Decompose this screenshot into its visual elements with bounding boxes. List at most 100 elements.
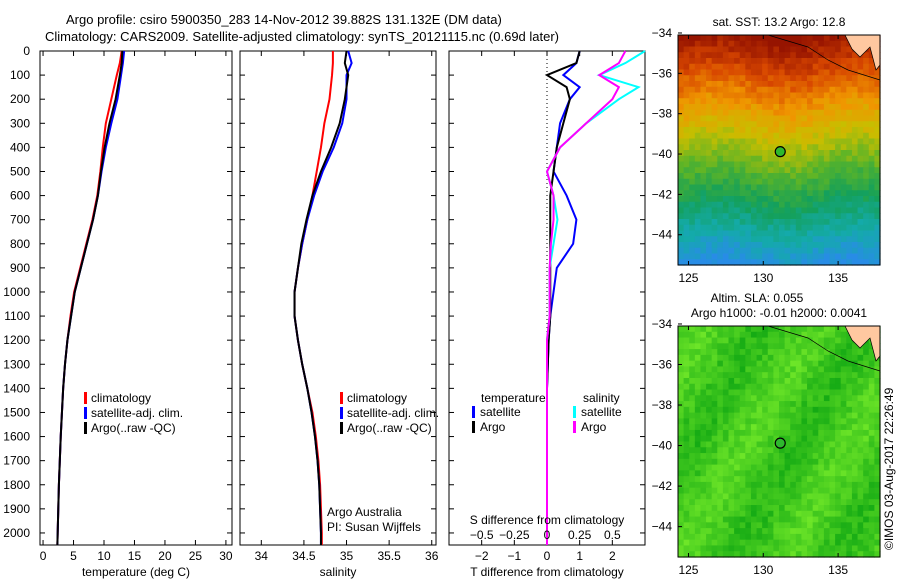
sla-cell <box>840 522 847 529</box>
sst-cell <box>722 201 730 209</box>
sla-cell <box>863 458 870 466</box>
sst-cell <box>734 253 741 260</box>
sla-cell <box>851 487 859 495</box>
sla-cell <box>728 418 735 425</box>
temp-xtick-label: 0 <box>40 549 47 563</box>
sla-cell <box>795 464 803 471</box>
sla-cell <box>745 533 752 541</box>
sla-cell <box>762 510 769 518</box>
sst-cell <box>767 121 774 128</box>
sst-cell <box>784 92 791 99</box>
sla-cell <box>694 360 702 368</box>
sst-cell <box>773 69 780 76</box>
sst-cell <box>835 121 842 128</box>
sla-cell <box>807 453 814 460</box>
sst-cell <box>784 161 791 168</box>
sst-cell <box>857 69 864 76</box>
sst-cell <box>795 52 803 59</box>
sst-cell <box>863 219 870 226</box>
sla-cell <box>840 499 847 506</box>
sla-cell <box>784 354 791 362</box>
sla-cell <box>874 447 881 454</box>
sal-xtick-label: 34 <box>255 549 269 563</box>
sst-cell <box>678 58 685 65</box>
sst-cell <box>829 242 836 249</box>
sla-cell <box>790 412 797 419</box>
sst-map-frame <box>677 34 881 266</box>
sst-cell <box>694 207 702 214</box>
sla-cell <box>728 533 735 541</box>
sla-cell <box>851 401 859 408</box>
sst-cell <box>829 92 836 99</box>
sst-cell <box>835 201 842 209</box>
sla-cell <box>750 539 758 547</box>
sst-cell <box>706 92 713 99</box>
sst-cell <box>722 236 730 243</box>
sst-cell <box>790 259 797 266</box>
sla-cell <box>756 331 763 339</box>
sst-cell <box>818 173 825 180</box>
sst-cell <box>689 230 696 237</box>
sst-cell <box>756 35 763 42</box>
sst-cell <box>734 104 741 111</box>
sst-cell <box>694 63 702 71</box>
sla-cell <box>711 499 718 506</box>
sla-cell <box>812 372 819 379</box>
sla-cell <box>784 395 791 402</box>
sst-cell <box>812 52 819 59</box>
sst-cell <box>846 69 853 76</box>
depth-tick-label: 500 <box>10 164 30 178</box>
sla-cell <box>683 539 690 547</box>
sst-cell <box>739 104 746 111</box>
sst-cell <box>739 207 746 214</box>
sla-cell <box>767 505 774 512</box>
sst-cell <box>700 86 707 94</box>
sla-cell <box>863 412 870 419</box>
sst-cell <box>767 207 774 214</box>
sst-cell <box>706 253 713 260</box>
sla-cell <box>750 481 758 489</box>
sst-cell <box>829 173 836 180</box>
sst-cell <box>779 224 786 232</box>
sla-cell <box>683 458 690 466</box>
sla-cell <box>773 510 780 518</box>
sst-cell <box>818 69 825 76</box>
sla-cell <box>773 331 780 339</box>
sla-cell <box>728 429 735 437</box>
sla-cell <box>823 412 831 419</box>
sst-cell <box>683 58 690 65</box>
sla-cell <box>734 326 741 333</box>
sst-cell <box>846 58 853 65</box>
sst-cell <box>717 109 724 117</box>
sla-cell <box>683 464 690 471</box>
sst-cell <box>700 259 707 266</box>
sst-cell <box>818 98 825 105</box>
sst-cell <box>700 92 707 99</box>
sst-cell <box>818 132 825 140</box>
sst-cell <box>829 115 836 122</box>
sla-cell <box>779 401 786 408</box>
sst-cell <box>711 127 718 134</box>
sla-cell <box>717 528 724 535</box>
sla-cell <box>807 377 814 385</box>
sst-cell <box>706 115 713 122</box>
sst-cell <box>700 173 707 180</box>
sla-cell <box>694 383 702 391</box>
sla-cell <box>739 406 746 414</box>
sla-cell <box>694 533 702 541</box>
sla-cell <box>863 418 870 425</box>
sst-cell <box>801 161 808 168</box>
sla-cell <box>689 343 696 350</box>
sla-cell <box>750 360 758 368</box>
sst-cell <box>706 98 713 105</box>
sla-cell <box>728 424 735 431</box>
sst-cell <box>779 173 786 180</box>
sla-cell <box>722 366 730 373</box>
sla-cell <box>868 424 875 431</box>
sla-cell <box>689 366 696 373</box>
sst-cell <box>812 247 819 255</box>
sst-cell <box>683 196 690 203</box>
sla-cell <box>700 551 707 558</box>
sst-cell <box>745 127 752 134</box>
sla-cell <box>840 441 847 448</box>
